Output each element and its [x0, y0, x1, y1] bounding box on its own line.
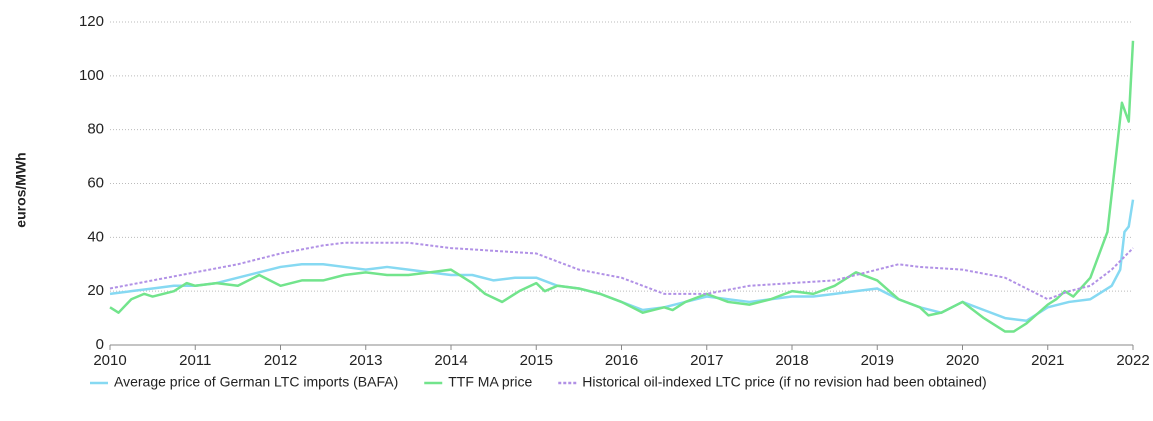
x-tick-label: 2015 [520, 352, 553, 369]
x-tick-label: 2020 [946, 352, 979, 369]
x-tick-label: 2019 [861, 352, 894, 369]
x-tick-label: 2010 [93, 352, 126, 369]
x-tick-label: 2012 [264, 352, 297, 369]
y-tick-label: 120 [79, 13, 104, 30]
legend-label: Historical oil-indexed LTC price (if no … [582, 374, 986, 390]
y-tick-label: 40 [87, 228, 104, 245]
legend-label: TTF MA price [448, 374, 532, 390]
y-tick-label: 80 [87, 121, 104, 138]
x-tick-label: 2022 [1116, 352, 1149, 369]
y-tick-label: 0 [96, 336, 104, 353]
legend-label: Average price of German LTC imports (BAF… [114, 374, 398, 390]
line [109, 40, 1135, 333]
y-axis-label: euros/MWh [13, 152, 29, 227]
line [109, 199, 1135, 323]
x-tick-label: 2021 [1031, 352, 1064, 369]
y-tick-label: 20 [87, 282, 104, 299]
y-tick-label: 60 [87, 174, 104, 191]
x-tick-label: 2014 [434, 352, 467, 369]
y-tick-label: 100 [79, 67, 104, 84]
x-tick-label: 2011 [179, 352, 211, 369]
x-tick-label: 2018 [775, 352, 808, 369]
line [109, 241, 1134, 301]
x-tick-label: 2013 [349, 352, 382, 369]
x-tick-label: 2017 [690, 352, 723, 369]
x-tick-label: 2016 [605, 352, 638, 369]
